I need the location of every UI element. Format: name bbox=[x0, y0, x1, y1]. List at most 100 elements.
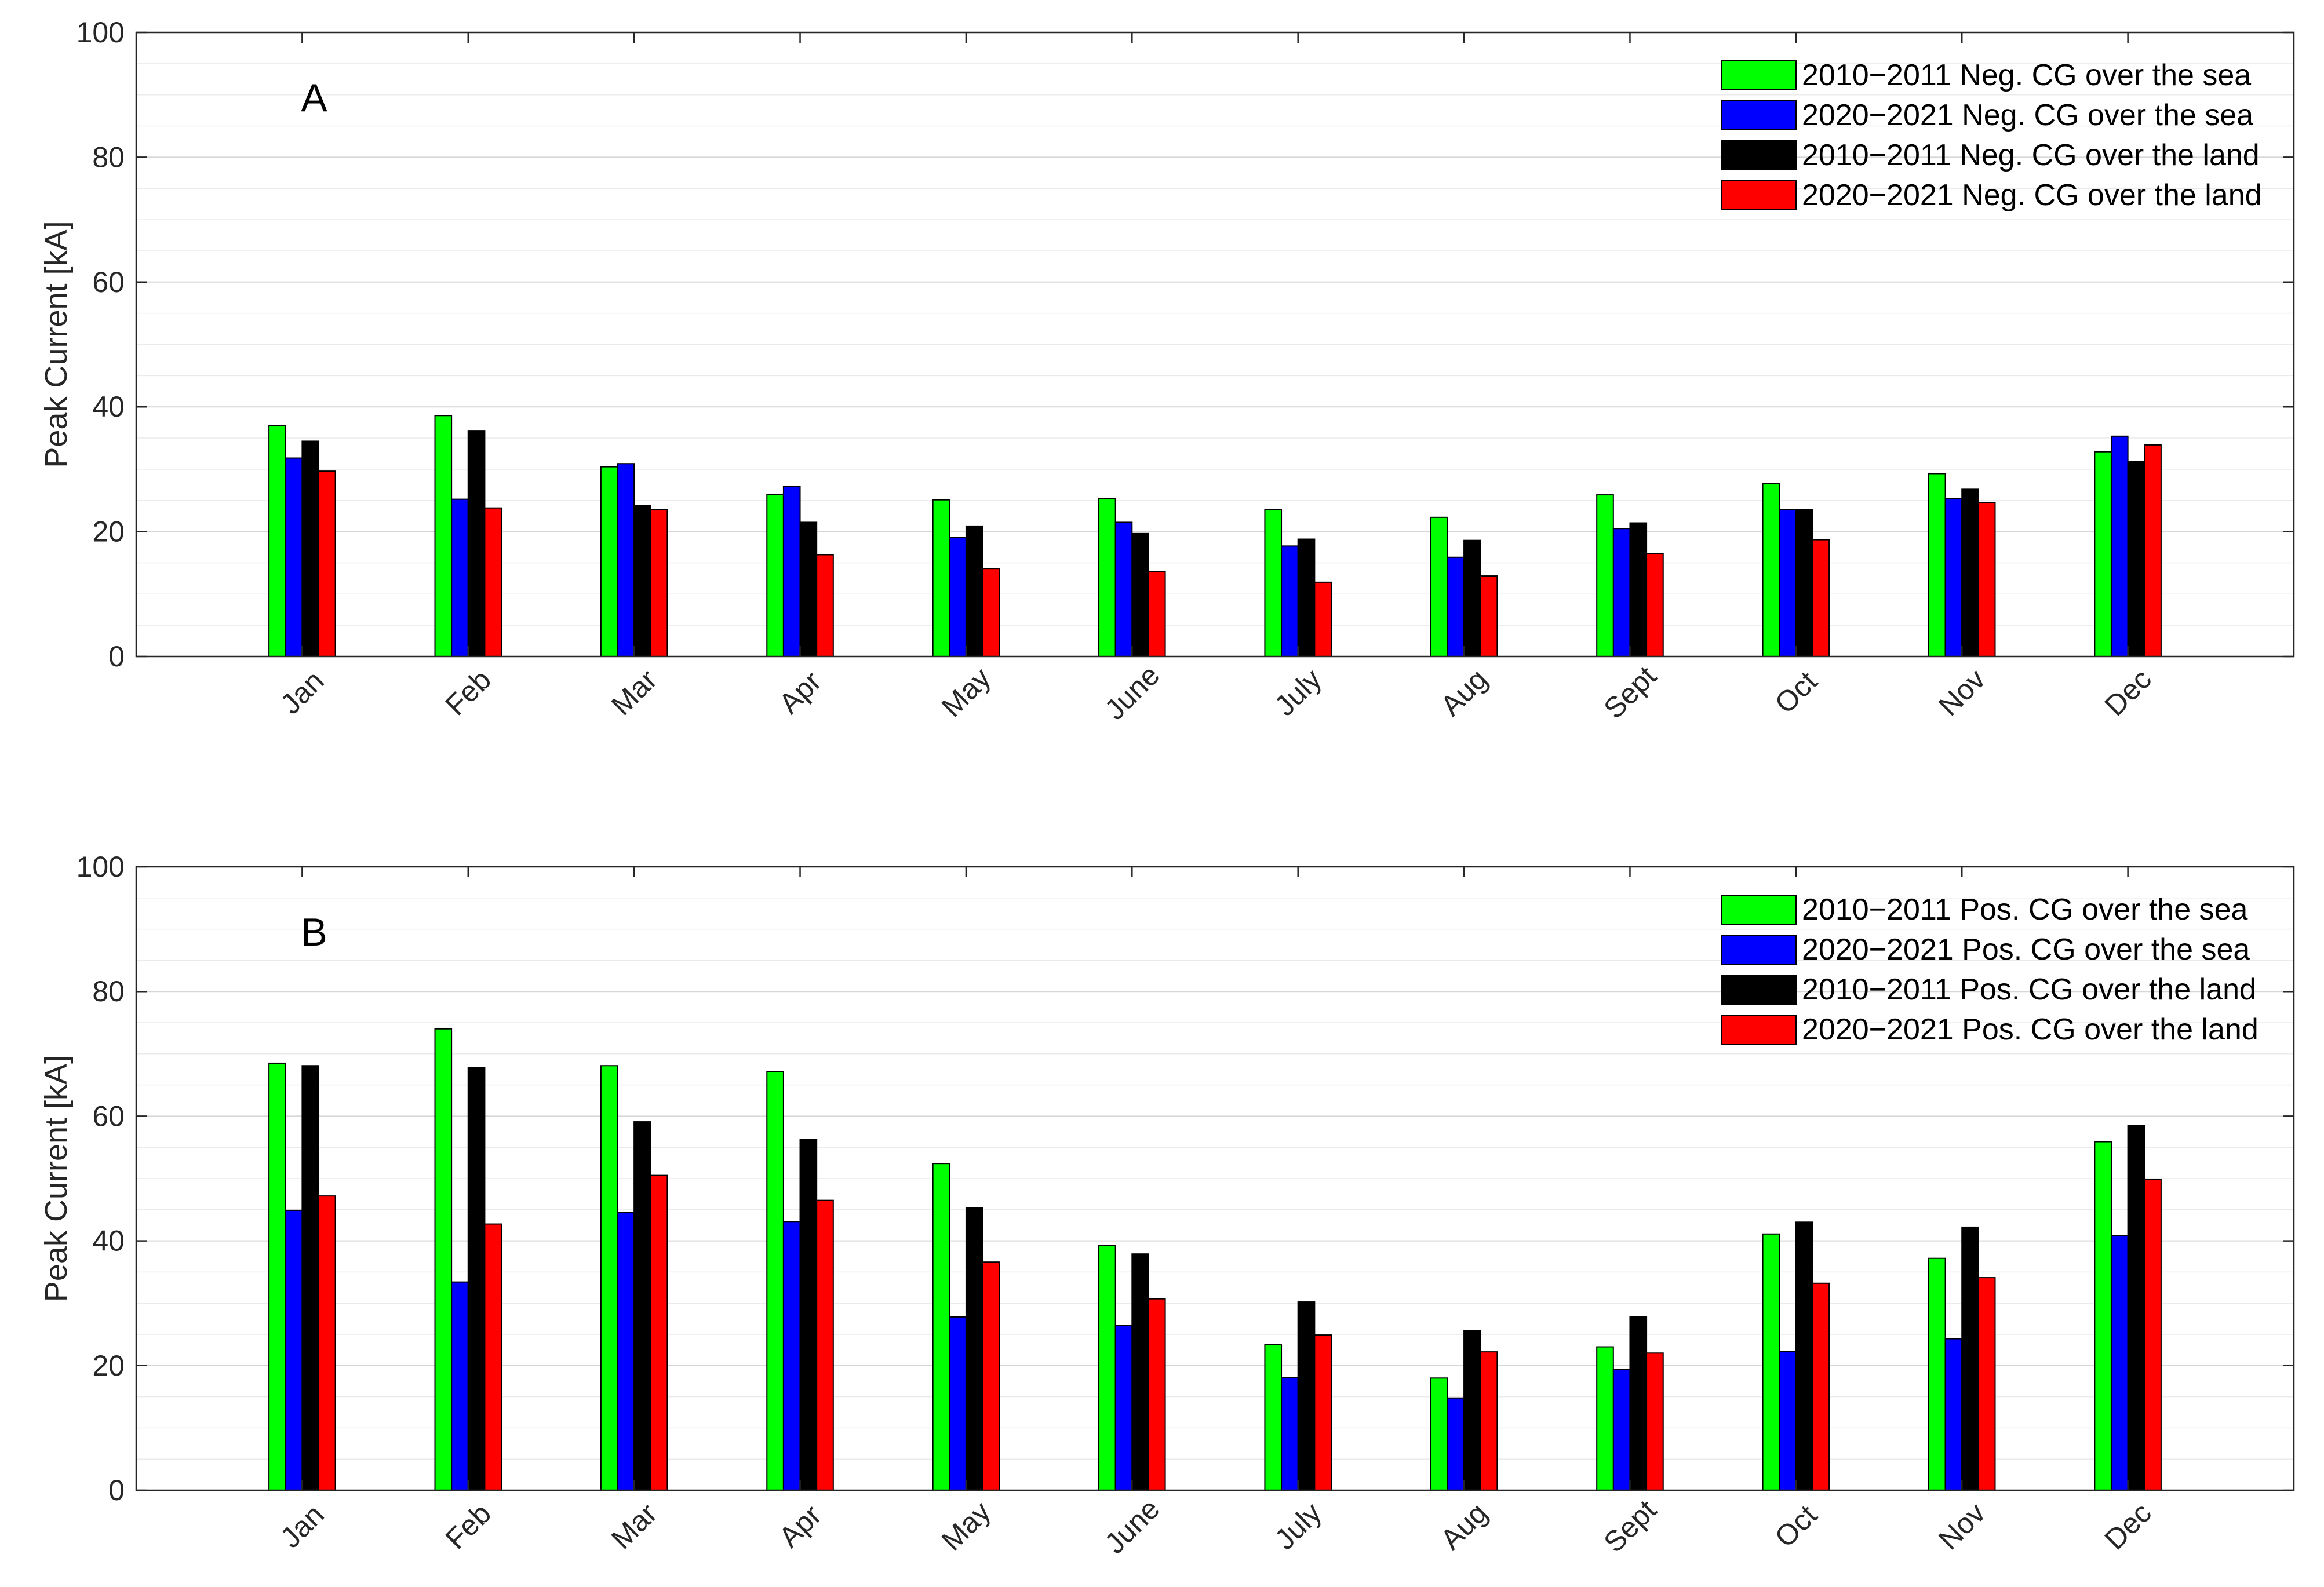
x-tick-label: Sept bbox=[1597, 1494, 1662, 1559]
bar-series3-july bbox=[1297, 538, 1316, 657]
legend-label: 2020−2021 Neg. CG over the sea bbox=[1802, 98, 2253, 132]
bar-series3-nov bbox=[1961, 488, 1979, 657]
bar-series4-sept bbox=[1646, 1352, 1664, 1491]
bar-series2-nov bbox=[1944, 1338, 1963, 1491]
bar-series4-jan bbox=[318, 1195, 336, 1491]
bar-series4-feb bbox=[484, 507, 502, 657]
bar-series3-mar bbox=[633, 505, 651, 658]
legend-label: 2010−2011 Neg. CG over the sea bbox=[1802, 59, 2251, 92]
bar-series2-apr bbox=[782, 485, 801, 657]
legend-item: 2020−2021 Neg. CG over the sea bbox=[1721, 98, 2253, 132]
x-tick-label: Apr bbox=[773, 1499, 828, 1554]
y-tick-label: 40 bbox=[92, 1225, 125, 1257]
bar-series1-aug bbox=[1430, 1377, 1448, 1491]
panel-letter: B bbox=[301, 910, 327, 954]
bar-series3-may bbox=[965, 1207, 983, 1491]
legend-label: 2010−2011 Pos. CG over the land bbox=[1802, 973, 2256, 1006]
bar-series4-jan bbox=[318, 470, 336, 657]
x-tick-label: Oct bbox=[1769, 665, 1824, 720]
x-tick-label: Aug bbox=[1434, 663, 1494, 723]
bar-series4-may bbox=[982, 1261, 1000, 1491]
bar-series4-apr bbox=[816, 1199, 834, 1491]
x-tick-label: June bbox=[1098, 1493, 1165, 1560]
bar-series2-feb bbox=[451, 498, 469, 657]
bar-series4-aug bbox=[1480, 575, 1498, 658]
legend-swatch bbox=[1721, 140, 1797, 170]
y-tick-label: 80 bbox=[92, 975, 125, 1008]
bar-series4-nov bbox=[1977, 1277, 1996, 1491]
bar-series4-sept bbox=[1646, 553, 1664, 657]
bar-series1-nov bbox=[1928, 473, 1946, 658]
bar-series2-june bbox=[1114, 1325, 1133, 1491]
bar-series1-june bbox=[1098, 1245, 1116, 1491]
y-axis: 0 20 40 60 80 100 bbox=[77, 851, 2294, 1506]
legend-swatch bbox=[1721, 60, 1797, 90]
series-4 bbox=[318, 444, 2162, 658]
x-tick-label: June bbox=[1098, 659, 1165, 726]
legend-item: 2010−2011 Pos. CG over the sea bbox=[1721, 893, 2248, 926]
bar-series1-mar bbox=[600, 1065, 618, 1491]
bar-series2-sept bbox=[1612, 528, 1631, 658]
x-tick-label: Mar bbox=[605, 1497, 663, 1555]
bar-series4-apr bbox=[816, 554, 834, 657]
bar-series3-nov bbox=[1961, 1226, 1979, 1491]
bar-series1-dec bbox=[2094, 1141, 2112, 1491]
bar-series3-june bbox=[1131, 532, 1149, 657]
bar-series1-jan bbox=[268, 1062, 286, 1491]
panel-a: 0 20 40 60 80 100 Jan Feb Mar Apr May June July Aug Se… bbox=[39, 16, 2295, 726]
bar-series4-may bbox=[982, 568, 1000, 657]
bar-series2-mar bbox=[617, 1212, 635, 1491]
bar-series3-oct bbox=[1795, 1221, 1813, 1491]
y-tick-label: 0 bbox=[108, 640, 125, 673]
y-tick-label: 40 bbox=[92, 391, 125, 423]
panel-letter: A bbox=[301, 76, 327, 120]
axes-box bbox=[135, 31, 2295, 658]
x-axis: Jan Feb Mar Apr May June July Aug Sept Oct Nov Dec bbox=[274, 32, 2158, 726]
x-tick-label: Dec bbox=[2098, 1497, 2157, 1556]
bar-series1-feb bbox=[434, 415, 453, 657]
legend-label: 2020−2021 Pos. CG over the land bbox=[1802, 1013, 2259, 1046]
bar-series2-nov bbox=[1944, 498, 1963, 657]
bar-series2-feb bbox=[451, 1281, 469, 1491]
x-tick-label: Nov bbox=[1932, 1497, 1991, 1556]
bar-series1-jan bbox=[268, 425, 286, 657]
bar-series3-oct bbox=[1795, 509, 1813, 658]
bar-series2-mar bbox=[617, 463, 635, 657]
bar-series2-aug bbox=[1447, 1397, 1465, 1491]
bar-series3-july bbox=[1297, 1301, 1316, 1491]
x-tick-label: Jan bbox=[274, 1498, 330, 1555]
x-tick-label: Dec bbox=[2098, 663, 2157, 722]
y-axis: 0 20 40 60 80 100 bbox=[77, 16, 2294, 673]
x-tick-label: July bbox=[1268, 663, 1327, 722]
bar-series4-dec bbox=[2144, 444, 2162, 657]
x-tick-label: Nov bbox=[1932, 663, 1991, 722]
bar-series3-aug bbox=[1463, 539, 1481, 657]
x-tick-label: July bbox=[1268, 1497, 1327, 1556]
bar-series2-june bbox=[1114, 521, 1133, 657]
y-tick-label: 80 bbox=[92, 141, 125, 173]
bar-series1-july bbox=[1264, 509, 1283, 658]
bar-series1-apr bbox=[766, 493, 784, 657]
bar-series2-aug bbox=[1447, 556, 1465, 658]
bar-series3-jan bbox=[301, 1065, 320, 1491]
legend-label: 2020−2021 Pos. CG over the sea bbox=[1802, 933, 2250, 966]
series-2 bbox=[285, 1209, 2129, 1491]
bar-series1-oct bbox=[1762, 483, 1780, 658]
bar-series1-dec bbox=[2094, 451, 2112, 658]
legend-swatch bbox=[1721, 180, 1797, 210]
series-2 bbox=[285, 435, 2129, 658]
bar-series3-aug bbox=[1463, 1330, 1481, 1491]
bar-series3-apr bbox=[799, 521, 818, 657]
bar-series4-dec bbox=[2144, 1179, 2162, 1491]
bar-series1-feb bbox=[434, 1028, 453, 1491]
grid bbox=[136, 63, 2294, 626]
bar-series2-jan bbox=[285, 457, 303, 657]
axes-box bbox=[135, 866, 2295, 1491]
bar-series3-may bbox=[965, 525, 983, 657]
bar-series2-oct bbox=[1779, 1351, 1797, 1491]
bar-series4-june bbox=[1148, 571, 1166, 658]
bar-series1-july bbox=[1264, 1344, 1283, 1491]
bar-series3-dec bbox=[2127, 1125, 2145, 1491]
bar-series2-dec bbox=[2110, 435, 2129, 657]
bar-series3-dec bbox=[2127, 461, 2145, 657]
